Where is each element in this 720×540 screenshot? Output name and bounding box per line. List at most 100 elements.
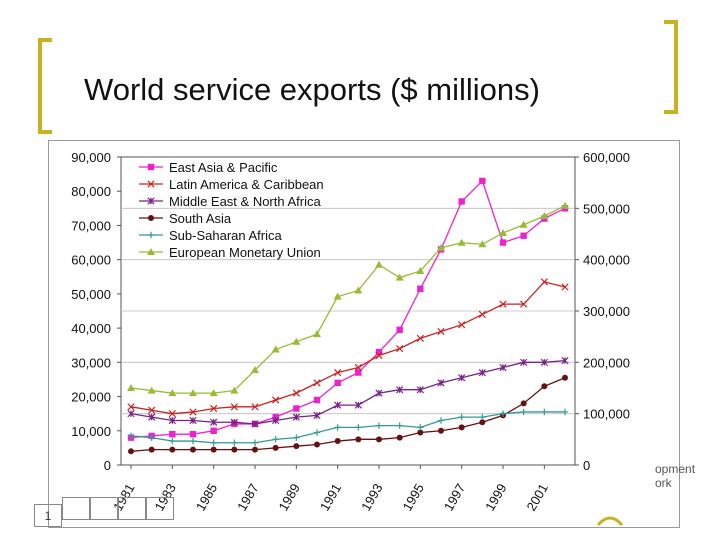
data-point-european-monetary-union: [147, 386, 156, 394]
slide-number-cell: [62, 497, 90, 520]
data-point-south-asia: [272, 444, 279, 451]
slide-number-box: 1: [34, 497, 184, 527]
line-chart: 0 10,000 20,000 30,000 40,000 50,000 60,000 70,…: [71, 150, 630, 514]
data-point-latin-america-caribbean: [313, 379, 321, 387]
data-point-latin-america-caribbean: [148, 406, 156, 414]
data-point-south-asia: [293, 443, 300, 450]
data-point-sub-saharan-africa: [437, 417, 445, 424]
data-point-south-asia: [562, 374, 568, 381]
data-point-south-asia: [314, 441, 320, 448]
series-line-sub-saharan-africa: [130, 411, 565, 444]
data-point-latin-america-caribbean: [375, 351, 383, 360]
data-point-middle-east-north-africa: [478, 368, 486, 377]
legend-marker: [148, 215, 154, 221]
data-point-european-monetary-union: [313, 330, 321, 338]
data-point-south-asia: [458, 424, 465, 431]
legend-label: South Asia: [169, 211, 232, 226]
data-point-european-monetary-union: [333, 292, 342, 300]
series-line-south-asia: [130, 377, 566, 452]
y-right-tick-label: 100,000: [583, 407, 630, 422]
data-point-middle-east-north-africa: [499, 363, 507, 372]
data-point-sub-saharan-africa: [396, 422, 403, 429]
x-tick-label: 2001: [523, 481, 550, 514]
data-point-sub-saharan-africa: [355, 424, 362, 431]
data-point-sub-saharan-africa: [541, 408, 548, 416]
legend-marker: [147, 197, 155, 205]
data-point-south-asia: [417, 429, 424, 436]
data-point-south-asia: [334, 438, 341, 445]
data-point-east-asia-pacific: [458, 198, 465, 205]
y-left-tick-label: 80,000: [71, 184, 111, 199]
data-point-sub-saharan-africa: [272, 436, 279, 443]
y-left-tick-label: 40,000: [71, 321, 111, 336]
data-point-east-asia-pacific: [479, 177, 486, 185]
legend-marker: [147, 180, 155, 188]
data-point-middle-east-north-africa: [458, 374, 466, 382]
data-point-latin-america-caribbean: [416, 334, 424, 343]
title-bracket-left: [38, 38, 52, 134]
title-bracket-right: [664, 20, 678, 114]
y-left-tick-label: 10,000: [71, 424, 111, 439]
legend-marker: [147, 231, 155, 239]
slide-number-cell: [90, 497, 118, 520]
y-left-tick-label: 50,000: [71, 287, 111, 302]
data-point-latin-america-caribbean: [168, 410, 176, 418]
data-point-middle-east-north-africa: [230, 418, 238, 426]
data-point-south-asia: [190, 446, 196, 453]
y-right-tick-label: 200,000: [583, 355, 630, 370]
series-line-european-monetary-union: [130, 205, 566, 394]
data-point-sub-saharan-africa: [417, 424, 424, 431]
data-point-sub-saharan-africa: [127, 432, 135, 440]
data-point-latin-america-caribbean: [251, 403, 259, 411]
data-point-east-asia-pacific: [169, 431, 176, 438]
x-tick-label: 1985: [193, 481, 220, 514]
y-left-tick-label: 30,000: [71, 355, 111, 370]
data-point-east-asia-pacific: [417, 285, 424, 292]
data-point-european-monetary-union: [189, 389, 197, 397]
data-point-middle-east-north-africa: [189, 416, 197, 425]
data-point-middle-east-north-africa: [520, 358, 528, 366]
data-point-latin-america-caribbean: [561, 283, 569, 291]
data-point-south-asia: [438, 427, 444, 434]
data-point-european-monetary-union: [292, 337, 301, 345]
data-point-european-monetary-union: [127, 384, 135, 391]
data-point-south-asia: [148, 446, 155, 453]
data-point-sub-saharan-africa: [334, 424, 341, 431]
data-point-south-asia: [479, 419, 486, 426]
data-point-south-asia: [169, 446, 176, 453]
data-point-european-monetary-union: [499, 228, 507, 236]
data-point-latin-america-caribbean: [499, 300, 507, 308]
data-point-east-asia-pacific: [210, 427, 217, 434]
data-point-middle-east-north-africa: [437, 379, 445, 387]
y-left-tick-label: 70,000: [71, 218, 111, 233]
data-point-european-monetary-union: [354, 286, 363, 294]
chart-frame: 0 10,000 20,000 30,000 40,000 50,000 60,000 70,…: [48, 140, 680, 528]
data-point-middle-east-north-africa: [127, 410, 135, 418]
data-point-european-monetary-union: [395, 273, 404, 281]
series-line-east-asia-pacific: [130, 179, 566, 439]
x-tick-label: 1993: [358, 481, 385, 514]
data-point-latin-america-caribbean: [540, 278, 548, 286]
y-right-tick-label: 300,000: [583, 304, 630, 319]
data-point-european-monetary-union: [168, 389, 177, 397]
data-point-european-monetary-union: [519, 220, 528, 228]
data-point-latin-america-caribbean: [437, 327, 445, 336]
data-point-middle-east-north-africa: [561, 356, 569, 365]
data-point-middle-east-north-africa: [272, 416, 280, 425]
footer-logo-icon: [596, 516, 624, 527]
data-point-east-asia-pacific: [396, 326, 403, 334]
data-point-latin-america-caribbean: [210, 404, 218, 413]
data-point-european-monetary-union: [375, 260, 383, 268]
data-point-south-asia: [355, 436, 362, 443]
data-point-european-monetary-union: [416, 266, 425, 274]
data-point-middle-east-north-africa: [540, 358, 548, 366]
data-point-middle-east-north-africa: [292, 413, 300, 421]
data-point-south-asia: [252, 446, 258, 453]
data-point-latin-america-caribbean: [478, 310, 486, 319]
y-right-tick-label: 500,000: [583, 201, 630, 216]
data-point-middle-east-north-africa: [251, 420, 259, 428]
footer-logo-line: opment: [655, 462, 696, 476]
x-tick-label: 1989: [275, 481, 302, 514]
data-point-sub-saharan-africa: [313, 429, 321, 436]
data-point-sub-saharan-africa: [251, 439, 259, 446]
